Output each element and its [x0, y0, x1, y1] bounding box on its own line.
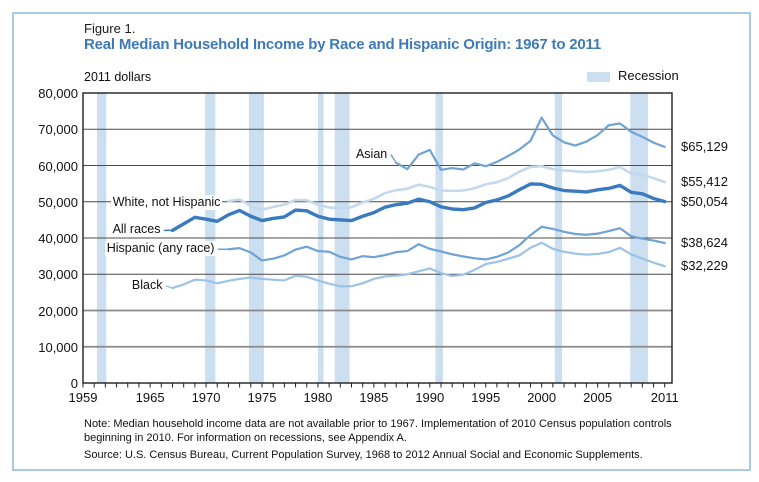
end-value-all_races: $50,054	[681, 193, 728, 209]
y-tick-label: 10,000	[38, 339, 78, 355]
series-line-black	[171, 241, 666, 290]
y-tick-label: 70,000	[38, 122, 78, 138]
x-tick-label: 1995	[471, 390, 501, 405]
x-tick-label: 1970	[191, 390, 221, 405]
x-tick-label: 1985	[359, 390, 389, 405]
y-tick-label: 80,000	[38, 86, 78, 101]
x-tick-label: 1980	[303, 390, 333, 405]
end-value-asian: $65,129	[681, 138, 728, 154]
y-tick-label: 20,000	[38, 303, 78, 319]
series-line-all_races	[170, 182, 667, 233]
y-tick-label: 0	[70, 376, 78, 391]
plot-border	[82, 92, 673, 384]
end-value-black: $32,229	[681, 258, 728, 274]
x-tick-label: 2005	[583, 390, 613, 405]
y-tick-label: 30,000	[38, 267, 78, 283]
series-line-hispanic	[227, 225, 666, 262]
x-tick-label: 1990	[415, 390, 445, 405]
series-label-white_not_hispanic: White, not Hispanic	[110, 195, 223, 211]
x-tick-label: 1959	[68, 390, 98, 405]
recession-legend-label: Recession	[618, 68, 679, 83]
series-label-hispanic: Hispanic (any race)	[104, 241, 217, 257]
series-line-asian	[395, 116, 666, 171]
x-tick-label: 2011	[650, 390, 679, 405]
end-value-white_not_hispanic: $55,412	[681, 174, 728, 190]
x-tick-label: 1975	[247, 390, 277, 405]
y-tick-label: 60,000	[38, 158, 78, 174]
y-tick-label: 50,000	[38, 194, 78, 210]
page-title: Real Median Household Income by Race and…	[84, 36, 601, 53]
figure-number: Figure 1.	[84, 21, 136, 36]
series-label-black: Black	[129, 278, 165, 294]
end-value-hispanic: $38,624	[681, 234, 728, 250]
recession-swatch	[587, 71, 610, 82]
chart-source: Source: U.S. Census Bureau, Current Popu…	[84, 449, 643, 461]
x-tick-label: 2000	[527, 390, 557, 405]
label-leader-asian	[390, 154, 397, 164]
figure-border	[12, 12, 751, 471]
series-label-all_races: All races	[110, 222, 163, 238]
chart-note: Note: Median household income data are n…	[84, 418, 672, 444]
y-tick-label: 40,000	[38, 231, 78, 246]
series-label-asian: Asian	[353, 146, 390, 162]
label-leader-black	[165, 285, 174, 289]
x-tick-label: 1965	[135, 390, 165, 405]
recession-legend: Recession	[587, 68, 679, 83]
series-line-white_not_hispanic	[227, 164, 667, 212]
y-axis-unit-label: 2011 dollars	[84, 70, 152, 84]
